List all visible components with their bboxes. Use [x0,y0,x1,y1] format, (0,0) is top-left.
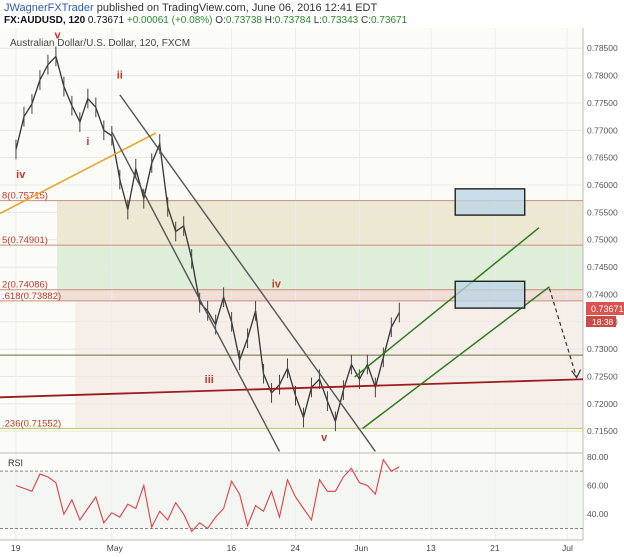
y-tick-label: 0.73000 [587,344,618,354]
projection-arrowhead [571,369,582,379]
wave-label: v [321,432,328,444]
open-value: 0.73738 [225,15,262,26]
y-tick-label: 0.75000 [587,235,618,245]
fib-zone-lower [57,289,583,301]
open-label: O: [215,15,226,26]
fib-level-label: .618(0.73882) [2,291,61,302]
trendline-green-lower [362,286,550,430]
trendline-orange [0,132,157,215]
price-change: +0.00061 (+0.08%) [126,15,213,26]
trendline-projection [548,288,578,378]
price-tag: 0.73671 [591,304,624,314]
rsi-tick-label: 80.00 [587,452,609,462]
y-tick-label: 0.78000 [587,71,618,81]
x-tick-label: 19 [11,543,21,553]
low-value: 0.73343 [322,15,359,26]
x-tick-label: 21 [490,543,500,553]
fib-level-label: 8(0.75715) [2,191,48,202]
y-tick-label: 0.76000 [587,180,618,190]
x-tick-label: May [107,543,124,553]
y-tick-label: 0.77500 [587,98,618,108]
rsi-tick-label: 60.00 [587,481,609,491]
trendline-green-upper [354,227,540,378]
rsi-pane: 80.00 60.00 40.00 [0,452,609,533]
symbol-label: FX:AUDUSD, 120 [4,15,86,26]
high-label: H: [264,15,275,26]
wave-label: v [54,29,61,41]
rsi-tick-label: 40.00 [587,509,609,519]
trendline-gray-upper [119,94,376,452]
y-tick-label: 0.76500 [587,153,618,163]
y-tick-label: 0.74500 [587,262,618,272]
x-tick-label: Jun [354,543,368,553]
price-tag-bg [586,302,624,315]
time-tag: 18:38 [592,317,614,327]
time-tag-bg [586,316,616,327]
drawing-overlays [0,94,584,452]
wave-label: i [86,136,89,148]
y-tick-label: 0.75500 [587,207,618,217]
x-tick-label: 13 [426,543,436,553]
y-tick-label: 0.72000 [587,399,618,409]
trendline-gray-lower [111,131,281,452]
rsi-band [0,471,583,529]
x-tick-label: Jul [562,543,573,553]
y-tick-label: 0.74000 [587,289,618,299]
price-axis[interactable]: 0.78500 0.78000 0.77500 0.77000 0.76500 0.760… [587,43,618,436]
wave-label: iii [205,374,214,386]
rsi-label: RSI [8,458,23,468]
y-tick-label: 0.77000 [587,125,618,135]
publish-info: published on TradingView.com, June 06, 2… [96,2,378,14]
fib-level-label: .236(0.71552) [2,418,61,429]
chart-header: JWagnerFXTrader published on TradingView… [0,0,624,28]
low-label: L: [313,15,323,26]
y-tick-label: 0.78500 [587,43,618,53]
target-box-2 [454,280,526,309]
fib-level-label: 2(0.74086) [2,280,48,291]
symbol-quote-line: FX:AUDUSD, 120 0.73671 +0.00061 (+0.08%)… [4,15,407,26]
author-link[interactable]: JWagnerFXTrader [4,2,94,14]
target-box-1 [454,188,526,216]
wave-label: iv [16,169,26,181]
close-label: C: [360,15,371,26]
wave-label: ii [117,69,123,81]
y-tick-label: 0.71500 [587,426,618,436]
time-axis[interactable]: 19 May 16 24 Jun 13 21 Jul [11,543,573,553]
close-value: 0.73671 [370,15,408,26]
x-tick-label: 16 [227,543,237,553]
publisher-line: JWagnerFXTrader published on TradingView… [4,2,377,14]
last-price: 0.73671 [87,15,125,26]
x-tick-label: 24 [290,543,300,553]
high-value: 0.73784 [274,15,311,26]
fib-level-label: 5(0.74901) [2,235,48,246]
wave-label: iv [272,278,282,290]
y-tick-label: 0.72500 [587,372,618,382]
trendline-red-trend [0,378,584,399]
fib-zones [57,200,583,429]
chart-title: Australian Dollar/U.S. Dollar, 120, FXCM [10,38,190,49]
rsi-line [15,458,400,533]
